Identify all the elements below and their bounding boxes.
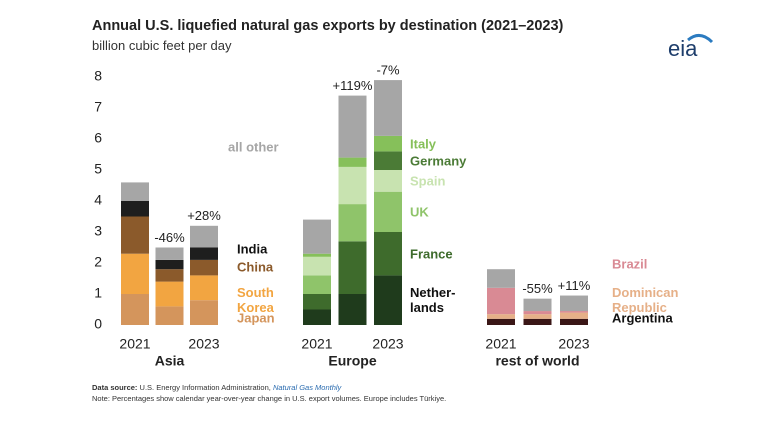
bar-segment [560, 312, 588, 319]
y-tick-label: 4 [94, 192, 102, 208]
legend-label: France [410, 246, 453, 262]
y-tick-label: 7 [94, 99, 102, 115]
bar-segment [374, 232, 402, 276]
bar-segment [121, 253, 149, 294]
x-tick-label: 2021 [119, 336, 150, 352]
source-link[interactable]: Natural Gas Monthly [272, 383, 342, 392]
bar-segment [487, 269, 515, 288]
chart-title: Annual U.S. liquefied natural gas export… [92, 18, 564, 34]
bar-segment [121, 216, 149, 254]
bar-segment [303, 309, 331, 325]
y-tick-label: 8 [94, 68, 102, 84]
legend-label: all other [228, 139, 279, 155]
y-tick-label: 1 [94, 285, 102, 301]
bar-segment [560, 311, 588, 313]
chart-subtitle: billion cubic feet per day [92, 38, 232, 53]
bar-segment [155, 259, 184, 270]
bar-segment [155, 269, 184, 282]
bar-segment [121, 294, 149, 325]
source-text: U.S. Energy Information Administration, [139, 383, 271, 392]
bar-segment [523, 311, 552, 315]
bar-segment [190, 259, 218, 276]
x-tick-label: 2023 [558, 336, 589, 352]
bar-segment [338, 294, 367, 325]
change-label: -46% [154, 230, 185, 245]
bar-segment [338, 95, 367, 158]
bar-segment [338, 166, 367, 205]
bar-segment [374, 170, 402, 192]
bar-segment [374, 80, 402, 136]
bar-segment [487, 287, 515, 315]
y-tick-label: 3 [94, 223, 102, 239]
x-tick-label: 2023 [372, 336, 403, 352]
bar-segment [303, 294, 331, 310]
legend-label: Spain [410, 173, 446, 189]
bar-segment [303, 219, 331, 254]
bar-segment [121, 201, 149, 217]
bar-segment [338, 157, 367, 167]
bar-segment [487, 314, 515, 319]
bar-segment [190, 225, 218, 248]
source: Data source: U.S. Energy Information Adm… [92, 383, 341, 392]
legend-label: Dominican Republic [612, 285, 679, 315]
legend-label: Italy [410, 136, 437, 152]
x-tick-label: 2021 [301, 336, 332, 352]
legend-label: UK [410, 204, 429, 220]
bar-segment [190, 300, 218, 325]
logo: eia [668, 36, 698, 61]
bar-segment [338, 204, 367, 242]
group-label: rest of world [495, 353, 579, 369]
legend-label: Japan [237, 310, 275, 326]
bar-segment [303, 256, 331, 276]
change-label: -55% [522, 281, 553, 296]
legend-label: China [237, 259, 274, 275]
bar-segment [374, 135, 402, 152]
bar-segment [303, 275, 331, 294]
bar-segment [374, 151, 402, 170]
bar-segment [155, 247, 184, 260]
bar-segment [155, 281, 184, 307]
note: Note: Percentages show calendar year-ove… [92, 394, 447, 403]
legend-label: Germany [410, 153, 467, 169]
bar-segment [121, 182, 149, 201]
bar-segment [487, 318, 515, 325]
bar-segment [303, 253, 331, 257]
group-label: Europe [328, 353, 376, 369]
y-tick-label: 5 [94, 161, 102, 177]
bar-segment [374, 191, 402, 232]
bar-segment [190, 247, 218, 260]
change-label: +28% [187, 208, 221, 223]
bar-segment [338, 241, 367, 294]
change-label: -7% [376, 63, 400, 78]
bar-segment [523, 298, 552, 312]
legend-label: India [237, 241, 268, 257]
y-tick-label: 0 [94, 316, 102, 332]
group-label: Asia [155, 353, 185, 369]
bar-segment [155, 306, 184, 325]
bar-segment [523, 318, 552, 325]
y-tick-label: 2 [94, 254, 102, 270]
change-label: +11% [558, 278, 591, 293]
source-label: Data source: [92, 383, 138, 392]
logo-arc [687, 34, 714, 44]
x-tick-label: 2021 [485, 336, 516, 352]
legend-label: Brazil [612, 256, 648, 272]
legend-label: South Korea [237, 285, 274, 315]
bar-segment [374, 275, 402, 325]
bar-segment [190, 275, 218, 301]
bar-segment [523, 314, 552, 319]
legend-label: Argentina [612, 310, 673, 326]
y-tick-label: 6 [94, 130, 102, 146]
change-label: +119% [333, 78, 373, 93]
bar-segment [560, 318, 588, 325]
legend-label: Nether- lands [410, 285, 456, 316]
bar-segment [560, 295, 588, 312]
x-tick-label: 2023 [188, 336, 219, 352]
